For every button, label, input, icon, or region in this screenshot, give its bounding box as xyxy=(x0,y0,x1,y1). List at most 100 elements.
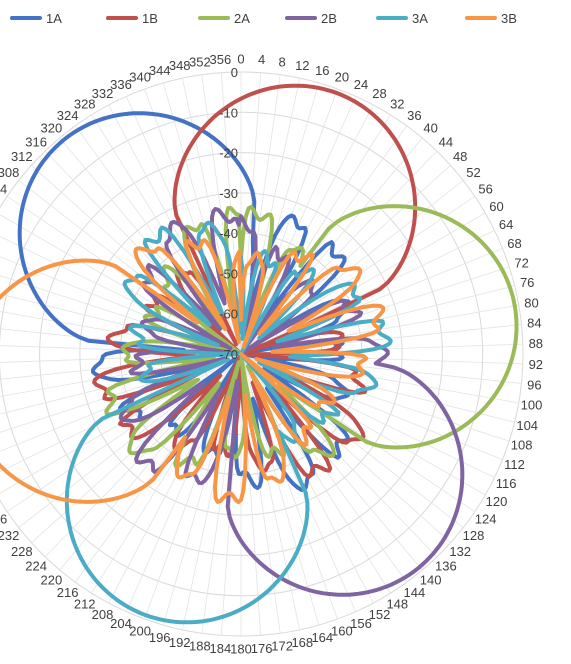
angle-tick-label-89: 356 xyxy=(210,52,232,67)
radial-tick-label-5: -20 xyxy=(219,146,238,161)
angle-tick-label-36: 144 xyxy=(404,585,426,600)
angle-tick-label-26: 104 xyxy=(516,418,538,433)
series-line-3b xyxy=(0,238,386,505)
angle-tick-label-1: 4 xyxy=(258,52,265,67)
angle-tick-label-27: 108 xyxy=(511,438,533,453)
angle-tick-label-23: 92 xyxy=(529,357,543,372)
angle-tick-label-47: 188 xyxy=(189,639,211,654)
angle-tick-label-3: 12 xyxy=(295,58,309,73)
angle-tick-label-17: 68 xyxy=(507,236,521,251)
angle-tick-label-39: 156 xyxy=(350,616,372,631)
angle-tick-label-24: 96 xyxy=(527,377,541,392)
radial-tick-label-4: -30 xyxy=(219,186,238,201)
angle-tick-label-40: 160 xyxy=(331,624,353,639)
angle-tick-label-41: 164 xyxy=(311,630,333,645)
angle-tick-label-35: 140 xyxy=(420,573,442,588)
angle-tick-label-54: 216 xyxy=(57,585,79,600)
angle-tick-label-30: 120 xyxy=(486,494,508,509)
legend-label-3a: 3A xyxy=(412,11,428,26)
angle-tick-label-59: 236 xyxy=(0,512,7,527)
angle-tick-label-58: 232 xyxy=(0,528,19,543)
legend-label-2b: 2B xyxy=(321,11,337,26)
angle-tick-label-52: 208 xyxy=(92,607,114,622)
angle-tick-label-14: 56 xyxy=(478,182,492,197)
radial-tick-label-6: -10 xyxy=(219,105,238,120)
angle-tick-label-8: 32 xyxy=(390,96,404,111)
angle-tick-label-50: 200 xyxy=(129,624,151,639)
angle-tick-label-33: 132 xyxy=(449,544,471,559)
angle-tick-label-4: 16 xyxy=(315,63,329,78)
angle-tick-label-42: 168 xyxy=(291,635,313,650)
angle-tick-label-51: 204 xyxy=(110,616,132,631)
angle-tick-label-49: 196 xyxy=(149,630,171,645)
angle-tick-label-53: 212 xyxy=(74,597,96,612)
angle-tick-label-25: 100 xyxy=(521,398,543,413)
angle-tick-label-0: 0 xyxy=(237,52,244,67)
angle-tick-label-56: 224 xyxy=(25,559,47,574)
legend-label-2a: 2A xyxy=(234,11,250,26)
angle-tick-label-80: 320 xyxy=(41,121,63,136)
angle-tick-label-85: 340 xyxy=(129,69,151,84)
plot-area: -70-60-50-40-30-20-100 0 4 8 12 16 2024283236… xyxy=(0,52,543,657)
grid-spoke-86 xyxy=(162,82,242,355)
angle-tick-label-18: 72 xyxy=(514,255,528,270)
radial-tick-label-7: 0 xyxy=(231,65,238,80)
angle-tick-label-10: 40 xyxy=(423,121,437,136)
radial-tick-label-1: -60 xyxy=(219,307,238,322)
angle-tick-label-77: 308 xyxy=(0,165,19,180)
angle-axis-labels: 0 4 8 12 16 202428323640444852566064687276808… xyxy=(0,52,543,657)
angle-tick-label-12: 48 xyxy=(453,149,467,164)
angle-tick-label-44: 176 xyxy=(251,641,273,656)
grid-spoke-69 xyxy=(0,328,242,355)
legend-label-1a: 1A xyxy=(46,11,62,26)
angle-tick-label-84: 336 xyxy=(110,77,132,92)
angle-tick-label-9: 36 xyxy=(407,108,421,123)
radial-tick-label-2: -50 xyxy=(219,266,238,281)
angle-tick-label-31: 124 xyxy=(475,512,497,527)
angle-tick-label-45: 180 xyxy=(230,642,252,657)
legend-label-3b: 3B xyxy=(501,11,517,26)
series-line-2b xyxy=(118,207,465,597)
series-line-3a xyxy=(64,220,393,625)
angle-tick-label-5: 20 xyxy=(335,69,349,84)
angle-tick-label-55: 220 xyxy=(41,573,63,588)
angle-tick-label-38: 152 xyxy=(369,607,391,622)
angle-tick-label-48: 192 xyxy=(169,635,191,650)
angle-tick-label-88: 352 xyxy=(189,54,211,69)
angle-tick-label-76: 304 xyxy=(0,182,7,197)
angle-tick-label-46: 184 xyxy=(210,641,232,656)
radial-tick-label-3: -40 xyxy=(219,226,238,241)
radial-axis-labels: -70 -60 -50 -40 -30 -20 -10 0 xyxy=(219,65,238,362)
angle-tick-label-7: 28 xyxy=(372,86,386,101)
angle-tick-label-43: 172 xyxy=(271,639,293,654)
angle-tick-label-2: 8 xyxy=(278,54,285,69)
radial-tick-label-0: -70 xyxy=(219,347,238,362)
angle-tick-label-79: 316 xyxy=(25,134,47,149)
series-line-1a xyxy=(17,111,352,492)
angle-tick-label-21: 84 xyxy=(527,316,541,331)
grid-spoke-85 xyxy=(144,88,242,355)
angle-tick-label-83: 332 xyxy=(92,86,114,101)
angle-tick-label-11: 44 xyxy=(439,134,453,149)
angle-tick-label-82: 328 xyxy=(74,96,96,111)
angle-tick-label-81: 324 xyxy=(57,108,79,123)
angle-tick-label-87: 348 xyxy=(169,58,191,73)
legend-label-1b: 1B xyxy=(142,11,158,26)
angle-tick-label-37: 148 xyxy=(386,597,408,612)
angle-tick-label-16: 64 xyxy=(499,217,513,232)
angle-tick-label-13: 52 xyxy=(466,165,480,180)
angle-tick-label-34: 136 xyxy=(435,559,457,574)
grid-spoke-16 xyxy=(240,230,495,355)
series-lines xyxy=(0,83,519,625)
angle-tick-label-78: 312 xyxy=(11,149,33,164)
angle-tick-label-86: 344 xyxy=(149,63,171,78)
grid-spoke-59 xyxy=(6,353,242,513)
angle-tick-label-29: 116 xyxy=(496,476,517,491)
chart-legend: 1A 1B 2A 2B 3A 3B xyxy=(10,11,517,26)
angle-tick-label-28: 112 xyxy=(504,457,525,472)
angle-tick-label-57: 228 xyxy=(11,544,33,559)
angle-tick-label-6: 24 xyxy=(354,77,368,92)
angle-tick-label-22: 88 xyxy=(529,336,543,351)
angle-tick-label-32: 128 xyxy=(463,528,485,543)
